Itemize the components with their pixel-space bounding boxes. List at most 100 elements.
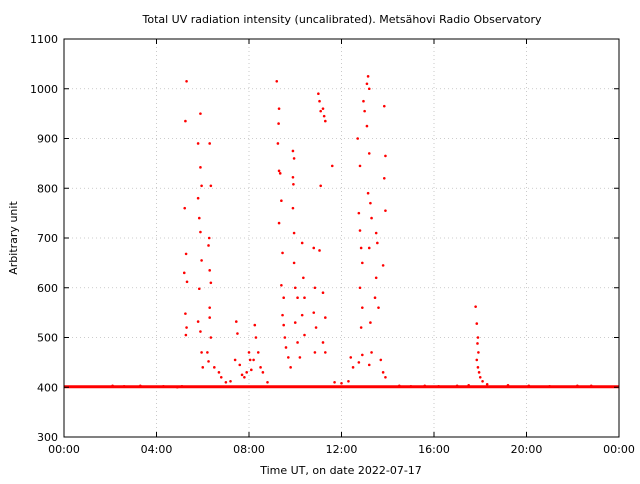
data-point bbox=[253, 323, 257, 327]
data-point bbox=[209, 184, 213, 188]
data-point bbox=[527, 384, 531, 388]
data-point bbox=[379, 358, 383, 362]
data-point bbox=[176, 385, 179, 389]
data-point bbox=[182, 271, 186, 275]
data-point bbox=[358, 164, 362, 168]
data-point bbox=[224, 380, 228, 384]
data-point bbox=[282, 296, 285, 300]
data-point bbox=[199, 330, 202, 333]
data-point bbox=[199, 166, 202, 169]
data-point bbox=[284, 346, 288, 349]
data-point bbox=[139, 384, 142, 388]
data-point bbox=[197, 287, 201, 291]
data-point bbox=[180, 384, 184, 388]
data-point bbox=[365, 82, 369, 86]
data-point bbox=[277, 221, 281, 225]
data-point bbox=[200, 184, 203, 188]
data-point bbox=[319, 109, 322, 113]
y-tick-label: 1100 bbox=[30, 33, 58, 46]
data-point bbox=[358, 286, 362, 290]
data-point bbox=[208, 316, 211, 319]
data-point bbox=[303, 333, 306, 337]
data-point bbox=[184, 119, 187, 123]
data-point bbox=[589, 384, 593, 388]
data-point bbox=[248, 358, 252, 362]
grid-lines bbox=[64, 39, 619, 437]
data-point bbox=[300, 313, 304, 317]
data-point bbox=[370, 216, 373, 220]
data-point bbox=[474, 305, 477, 308]
data-point bbox=[197, 216, 201, 220]
y-tick-label: 400 bbox=[37, 381, 58, 394]
data-point bbox=[300, 241, 304, 245]
data-point bbox=[313, 286, 317, 290]
data-point bbox=[243, 376, 246, 379]
data-point bbox=[367, 363, 371, 367]
data-point bbox=[365, 124, 369, 128]
data-point bbox=[381, 264, 385, 267]
data-point bbox=[361, 306, 364, 309]
data-point bbox=[384, 209, 387, 212]
data-point bbox=[324, 119, 327, 123]
x-axis-label: Time UT, on date 2022-07-17 bbox=[259, 464, 422, 477]
data-point bbox=[478, 376, 482, 379]
data-point bbox=[256, 351, 260, 354]
data-point bbox=[219, 376, 223, 379]
data-point bbox=[281, 313, 284, 317]
x-tick-label: 00:00 bbox=[48, 443, 80, 456]
data-point bbox=[321, 341, 325, 344]
data-point bbox=[292, 182, 295, 186]
data-point bbox=[254, 336, 258, 339]
plot-frame bbox=[63, 38, 620, 438]
data-point bbox=[208, 269, 211, 272]
data-point bbox=[259, 366, 262, 369]
data-point bbox=[357, 211, 361, 215]
data-point bbox=[382, 177, 386, 180]
data-point bbox=[184, 312, 187, 315]
data-point bbox=[356, 137, 359, 140]
data-point bbox=[330, 164, 334, 168]
data-point bbox=[377, 306, 380, 309]
data-point bbox=[476, 336, 480, 339]
data-point bbox=[281, 251, 284, 255]
data-point bbox=[280, 283, 283, 287]
data-point bbox=[481, 379, 484, 383]
data-point bbox=[369, 321, 372, 324]
data-point bbox=[361, 353, 364, 357]
data-point bbox=[277, 122, 280, 125]
data-point bbox=[289, 366, 292, 369]
data-point bbox=[409, 384, 413, 388]
data-point bbox=[314, 326, 318, 329]
y-tick-label: 700 bbox=[37, 232, 58, 245]
data-point bbox=[475, 358, 479, 362]
y-tick-label: 1000 bbox=[30, 83, 58, 96]
data-point bbox=[367, 152, 371, 155]
data-point bbox=[340, 381, 343, 385]
data-point bbox=[423, 384, 427, 388]
data-point bbox=[357, 361, 361, 364]
data-point bbox=[291, 149, 295, 153]
data-point bbox=[240, 373, 244, 377]
data-point bbox=[213, 366, 216, 369]
data-point bbox=[293, 286, 297, 290]
data-point bbox=[293, 321, 297, 324]
data-point bbox=[207, 244, 210, 247]
data-point bbox=[250, 368, 253, 372]
y-tick-label: 600 bbox=[37, 282, 58, 295]
data-point bbox=[185, 79, 188, 83]
data-point bbox=[374, 276, 378, 280]
data-point bbox=[358, 229, 362, 232]
data-point bbox=[287, 356, 290, 359]
data-point bbox=[283, 336, 287, 339]
x-tick-label: 00:00 bbox=[603, 443, 635, 456]
data-point bbox=[318, 249, 321, 252]
data-point bbox=[276, 142, 280, 145]
y-tick-label: 800 bbox=[37, 182, 58, 195]
chart-title: Total UV radiation intensity (uncalibrat… bbox=[142, 13, 542, 26]
data-point bbox=[321, 291, 325, 295]
data-point bbox=[312, 311, 316, 314]
data-point bbox=[363, 109, 366, 113]
data-point bbox=[298, 356, 302, 359]
data-point bbox=[376, 241, 379, 245]
data-point bbox=[247, 351, 251, 354]
